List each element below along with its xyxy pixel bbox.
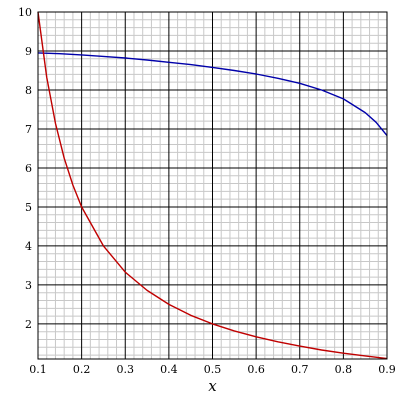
- y-tick-label: 2: [25, 318, 32, 331]
- y-tick-labels: 2 3 4 5 6 7 8 9 10: [18, 6, 32, 331]
- y-tick-label: 8: [25, 84, 32, 97]
- x-tick-label: 0.1: [29, 363, 47, 376]
- x-tick-label: 0.5: [204, 363, 222, 376]
- series-layer: [37, 11, 388, 360]
- x-tick-label: 0.4: [160, 363, 178, 376]
- x-tick-label: 0.7: [291, 363, 309, 376]
- series-line-1: [37, 52, 388, 137]
- y-tick-label: 7: [25, 123, 32, 136]
- x-tick-label: 0.6: [247, 363, 265, 376]
- plot-frame: [37, 11, 388, 360]
- y-tick-label: 3: [25, 279, 32, 292]
- x-axis-label: x: [208, 377, 217, 395]
- series-line-2: [37, 11, 388, 360]
- y-tick-label: 5: [25, 201, 32, 214]
- x-tick-label: 0.8: [335, 363, 353, 376]
- grid: [37, 11, 388, 359]
- x-tick-label: 0.3: [117, 363, 135, 376]
- x-tick-label: 0.9: [378, 363, 396, 376]
- x-tick-labels: 0.1 0.2 0.3 0.4 0.5 0.6 0.7 0.8 0.9: [29, 363, 396, 376]
- y-tick-label: 4: [25, 240, 32, 253]
- x-tick-label: 0.2: [73, 363, 91, 376]
- y-tick-label: 6: [25, 162, 32, 175]
- y-tick-label: 9: [25, 45, 32, 58]
- y-tick-label: 10: [18, 6, 32, 19]
